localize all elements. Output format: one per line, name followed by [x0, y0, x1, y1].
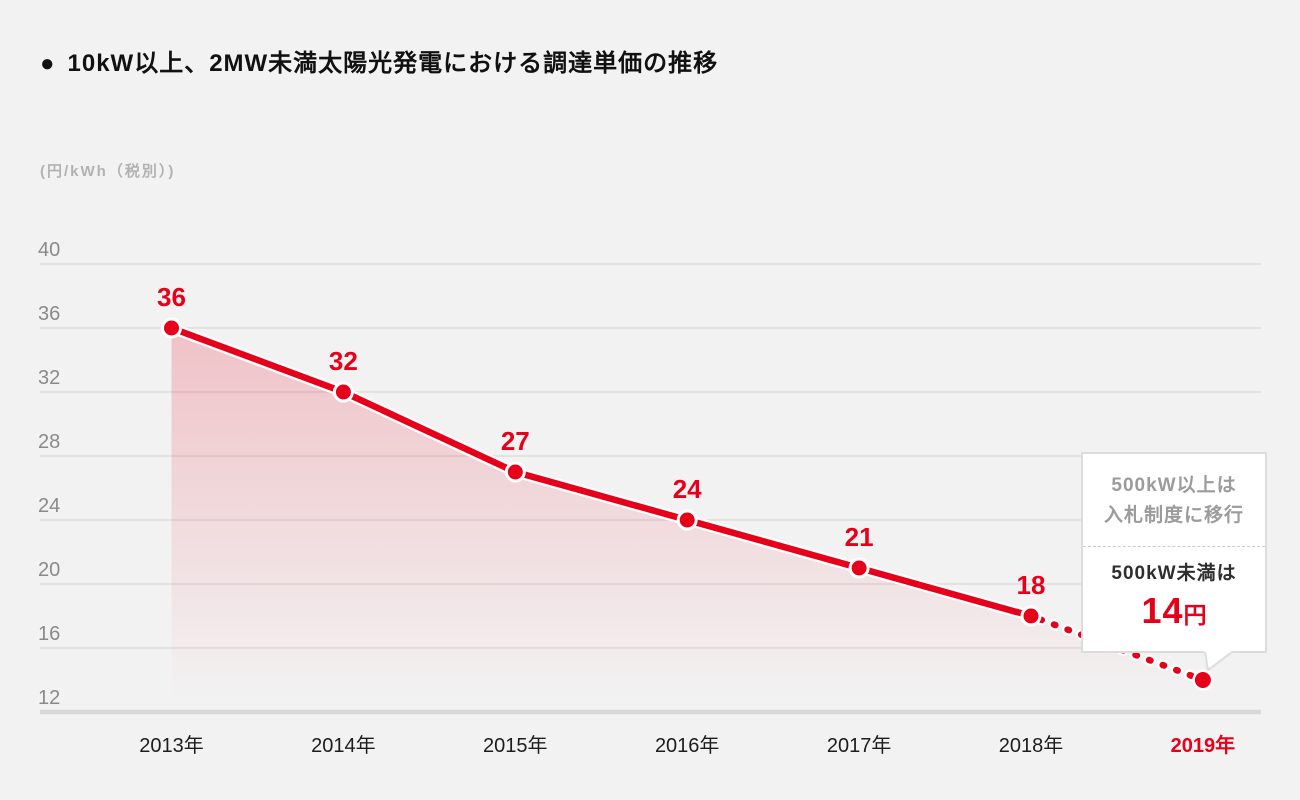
title-bullet-icon: ● — [40, 50, 56, 77]
callout-tail — [1204, 650, 1233, 671]
y-tick-label: 12 — [38, 687, 61, 709]
callout-lower-section: 500kW未満は 14円 — [1083, 547, 1265, 651]
data-point — [679, 512, 695, 528]
y-tick-label: 24 — [38, 495, 61, 517]
callout-upper-line2: 入札制度に移行 — [1103, 504, 1244, 526]
y-axis-unit-label: (円/kWh（税別）) — [40, 163, 176, 180]
data-point-label: 36 — [157, 282, 186, 312]
price-line-dotted — [1027, 612, 1207, 684]
data-point — [1194, 672, 1211, 688]
x-axis-label: 2018年 — [998, 735, 1064, 757]
x-axis-label: 2016年 — [654, 735, 720, 757]
data-point-label: 18 — [1016, 570, 1046, 600]
data-point — [1023, 608, 1039, 624]
y-tick-label: 36 — [38, 303, 61, 325]
price-line-solid — [168, 324, 1035, 620]
callout-price: 14円 — [1083, 589, 1265, 638]
callout-lower-label: 500kW未満は — [1111, 562, 1237, 584]
callout-box: 500kW以上は 入札制度に移行 500kW未満は 14円 — [1081, 452, 1267, 653]
x-axis-label: 2015年 — [483, 735, 548, 757]
callout-price-unit: 円 — [1183, 601, 1207, 628]
callout-upper-line1: 500kW以上は — [1111, 474, 1237, 496]
data-point — [164, 320, 179, 336]
data-point-label: 27 — [500, 426, 530, 456]
data-point — [851, 560, 867, 576]
callout-price-number: 14 — [1141, 589, 1184, 631]
data-point-label: 24 — [672, 474, 702, 504]
data-point-label: 21 — [844, 522, 874, 552]
data-point — [507, 464, 523, 480]
y-tick-label: 16 — [38, 623, 61, 645]
chart-title: ● 10kW以上、2MW未満太陽光発電における調達単価の推移 — [40, 48, 718, 80]
x-axis-label: 2014年 — [311, 735, 376, 757]
title-text: 10kW以上、2MW未満太陽光発電における調達単価の推移 — [67, 50, 719, 77]
callout-upper-section: 500kW以上は 入札制度に移行 — [1083, 454, 1265, 547]
y-tick-label: 32 — [38, 367, 61, 389]
data-point — [335, 384, 351, 400]
y-tick-label: 20 — [38, 559, 61, 581]
data-point-label: 32 — [328, 346, 358, 376]
x-axis-label: 2013年 — [139, 735, 204, 757]
y-tick-label: 40 — [38, 239, 61, 261]
x-axis-label: 2017年 — [826, 735, 892, 757]
y-tick-label: 28 — [38, 431, 61, 453]
x-axis-label: 2019年 — [1170, 735, 1236, 757]
